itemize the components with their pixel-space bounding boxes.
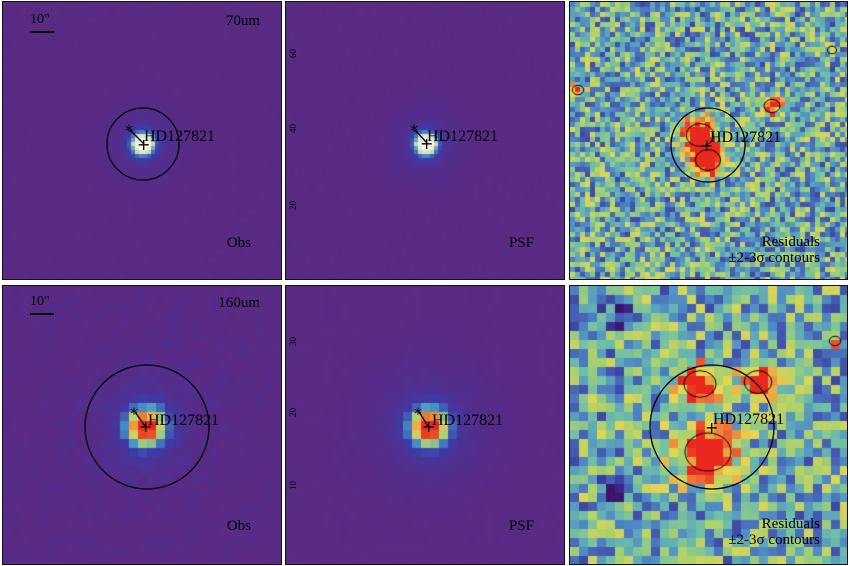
scale-label: 10" bbox=[30, 12, 50, 27]
corner-label: PSF bbox=[508, 518, 534, 534]
y-tick-label: 60 bbox=[288, 49, 298, 58]
overlay-70um-observed: * + bbox=[106, 107, 180, 181]
image-160um-psf bbox=[286, 286, 564, 564]
overlay-70um-residuals: + bbox=[670, 107, 746, 183]
plus-marker: + bbox=[137, 135, 150, 154]
scale-bar bbox=[30, 31, 54, 33]
y-tick-label: 10 bbox=[288, 481, 298, 490]
overlay-70um-psf: * + bbox=[410, 121, 433, 153]
corner-label: Obs bbox=[226, 235, 251, 251]
panel-160um-residuals: + HD127821 Residuals ±2-3σ contours bbox=[569, 285, 848, 565]
panel-70um-observed: * + 10" 70um HD127821 Obs bbox=[2, 1, 282, 280]
image-70um-residuals bbox=[570, 2, 847, 279]
contour-legend: ±2-3σ contours bbox=[728, 249, 820, 266]
plus-marker: + bbox=[420, 134, 433, 153]
y-tick-label: 20 bbox=[288, 201, 298, 210]
proper-motion-line bbox=[418, 411, 429, 427]
scale-bar bbox=[30, 313, 54, 315]
source-label: HD127821 bbox=[144, 128, 216, 145]
residuals-title: Residuals bbox=[761, 234, 820, 250]
aperture-circle bbox=[649, 364, 775, 490]
asterisk-marker: * bbox=[410, 121, 418, 140]
asterisk-marker: * bbox=[130, 404, 138, 423]
asterisk-marker: * bbox=[125, 121, 133, 140]
proper-motion-line bbox=[414, 129, 428, 144]
band-label: 160um bbox=[218, 295, 260, 311]
source-label: HD127821 bbox=[432, 412, 504, 429]
plus-marker: + bbox=[705, 418, 718, 437]
source-label: HD127821 bbox=[710, 129, 782, 146]
overlay-160um-residuals: + bbox=[649, 364, 775, 490]
source-label: HD127821 bbox=[427, 128, 499, 145]
y-tick-label: 20 bbox=[288, 408, 298, 417]
corner-label: Residuals ±2-3σ contours bbox=[728, 234, 820, 267]
y-tick-label: 40 bbox=[288, 124, 298, 133]
residuals-title: Residuals bbox=[761, 516, 820, 532]
aperture-circle bbox=[84, 364, 210, 490]
proper-motion-line bbox=[134, 411, 146, 427]
corner-label: Residuals ±2-3σ contours bbox=[728, 516, 820, 549]
corner-label: PSF bbox=[508, 235, 534, 251]
aperture-circle bbox=[106, 107, 180, 181]
panel-70um-residuals: + HD127821 Residuals ±2-3σ contours bbox=[569, 1, 848, 280]
aperture-circle bbox=[670, 107, 746, 183]
proper-motion-line bbox=[129, 129, 145, 145]
image-160um-residuals bbox=[570, 286, 847, 564]
source-label: HD127821 bbox=[148, 412, 220, 429]
panel-160um-observed: * + 10" 160um HD127821 Obs bbox=[2, 285, 282, 565]
corner-label: Obs bbox=[226, 518, 251, 534]
plus-marker: + bbox=[700, 136, 713, 155]
plus-marker: + bbox=[139, 417, 152, 436]
image-160um-observed bbox=[3, 286, 281, 564]
plus-marker: + bbox=[422, 417, 435, 436]
scale-label: 10" bbox=[30, 294, 50, 309]
overlay-160um-psf: * + bbox=[414, 404, 435, 436]
contour-legend: ±2-3σ contours bbox=[728, 531, 820, 548]
image-70um-observed bbox=[3, 2, 281, 279]
asterisk-marker: * bbox=[414, 404, 422, 423]
source-label: HD127821 bbox=[713, 411, 785, 428]
y-tick-label: 30 bbox=[288, 337, 298, 346]
band-label: 70um bbox=[225, 13, 260, 29]
panel-160um-psf: * + 30 20 10 HD127821 PSF bbox=[285, 285, 565, 565]
panel-70um-psf: * + 60 40 20 HD127821 PSF bbox=[285, 1, 565, 280]
overlay-160um-observed: * + bbox=[84, 364, 210, 490]
